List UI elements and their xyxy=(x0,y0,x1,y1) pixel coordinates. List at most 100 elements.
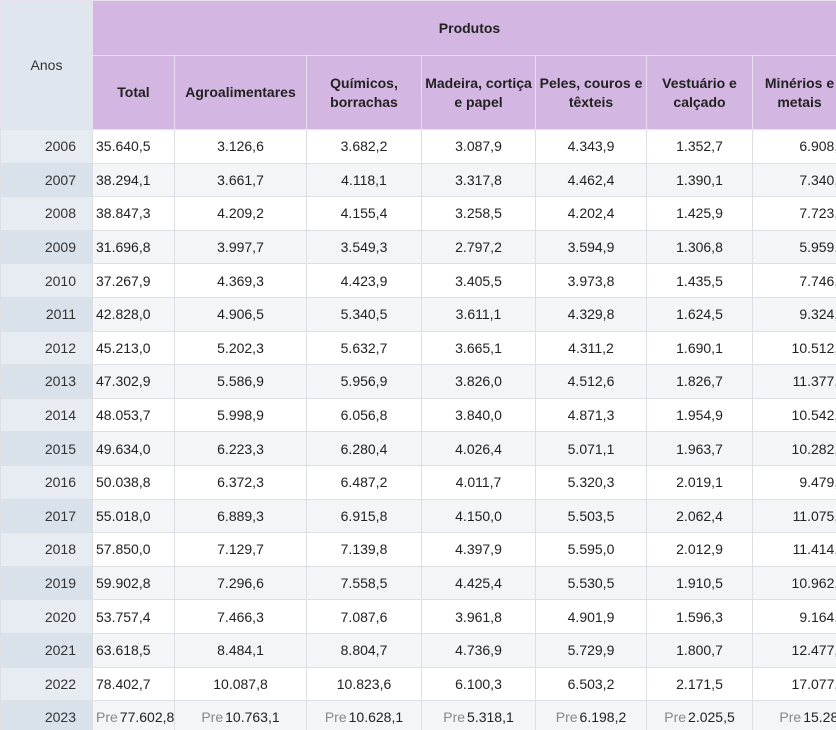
cell-value: 5.318,1 xyxy=(467,709,514,726)
table-row: 2015 49.634,0 6.223,3 6.280,4 4.026,4 5.071,1… xyxy=(0,431,836,466)
value-cell: 10.962,5 xyxy=(751,565,836,601)
value-cell: 2.062,4 xyxy=(646,498,753,534)
cell-value: 47.302,9 xyxy=(96,373,151,390)
value-cell: 8.484,1 xyxy=(174,632,307,668)
value-cell: 4.118,1 xyxy=(306,162,422,198)
value-cell: 5.320,3 xyxy=(535,464,647,500)
value-cell: 7.296,6 xyxy=(174,565,307,601)
value-cell: Pre 2.025,5 xyxy=(646,700,753,730)
value-cell: 53.757,4 xyxy=(92,599,175,634)
cell-value: 1.425,9 xyxy=(676,205,723,222)
provisional-flag: Pre xyxy=(443,709,466,726)
value-cell: 4.343,9 xyxy=(535,129,647,164)
value-cell: 35.640,5 xyxy=(92,129,175,164)
cell-value: 17.077,2 xyxy=(791,675,836,692)
cell-value: 3.126,6 xyxy=(217,138,264,155)
value-cell: 3.661,7 xyxy=(174,162,307,198)
value-cell: 3.973,8 xyxy=(535,263,647,298)
cell-value: 78.402,7 xyxy=(96,675,151,692)
provisional-flag: Pre xyxy=(201,709,224,726)
value-cell: 57.850,0 xyxy=(92,532,175,567)
table-row: 2023 Pre 77.602,8 Pre 10.763,1 Pre 10.628,1 Pre… xyxy=(0,700,836,730)
value-cell: 12.477,9 xyxy=(751,632,836,668)
value-cell: 4.512,6 xyxy=(535,364,647,399)
value-cell: 3.826,0 xyxy=(421,364,536,399)
cell-value: 4.343,9 xyxy=(567,138,615,155)
column-header: Total xyxy=(92,55,175,130)
value-cell: 59.902,8 xyxy=(92,565,175,601)
year-cell: 2008 xyxy=(0,196,93,231)
column-header: Químicos, borrachas xyxy=(306,55,422,130)
value-cell: 45.213,0 xyxy=(92,330,175,366)
cell-value: 5.998,9 xyxy=(217,407,264,424)
value-cell: 3.087,9 xyxy=(421,129,536,164)
value-cell: 5.959,4 xyxy=(751,229,836,265)
value-cell: 9.479,9 xyxy=(751,464,836,500)
cell-value: 11.414,3 xyxy=(792,541,836,558)
column-header: Agroalimentares xyxy=(174,55,307,130)
cell-value: 1.910,5 xyxy=(676,575,723,592)
cell-value: 3.317,8 xyxy=(455,171,502,188)
value-cell: Pre 10.628,1 xyxy=(306,700,422,730)
cell-value: 7.723,1 xyxy=(799,205,836,222)
value-cell: 5.530,5 xyxy=(535,565,647,601)
cell-value: 2.012,9 xyxy=(676,541,723,558)
cell-value: 6.908,0 xyxy=(799,138,836,155)
value-cell: 11.377,7 xyxy=(751,364,836,399)
cell-value: 1.390,1 xyxy=(676,171,723,188)
table-row: 2016 50.038,8 6.372,3 6.487,2 4.011,7 5.320,3… xyxy=(0,464,836,500)
cell-value: 77.602,8 xyxy=(119,709,175,726)
cell-value: 5.959,4 xyxy=(799,239,836,256)
cell-value: 1.690,1 xyxy=(676,339,723,356)
cell-value: 3.973,8 xyxy=(567,272,615,289)
value-cell: 4.150,0 xyxy=(421,498,536,534)
value-cell: 2.797,2 xyxy=(421,229,536,265)
table-row: 2007 38.294,1 3.661,7 4.118,1 3.317,8 4.462,4… xyxy=(0,162,836,198)
value-cell: 48.053,7 xyxy=(92,397,175,433)
cell-value: 4.202,4 xyxy=(567,205,615,222)
value-cell: 7.466,3 xyxy=(174,599,307,634)
value-cell: 7.129,7 xyxy=(174,532,307,567)
table-row: 2012 45.213,0 5.202,3 5.632,7 3.665,1 4.311,2… xyxy=(0,330,836,366)
cell-value: 7.746,7 xyxy=(799,272,836,289)
cell-value: 7.139,8 xyxy=(340,541,388,558)
cell-value: 3.405,5 xyxy=(455,272,502,289)
cell-value: 53.757,4 xyxy=(96,608,151,625)
cell-value: 10.763,1 xyxy=(225,709,280,726)
table-row: 2013 47.302,9 5.586,9 5.956,9 3.826,0 4.512,6… xyxy=(0,364,836,399)
cell-value: 12.477,9 xyxy=(791,642,836,659)
year-cell: 2007 xyxy=(0,162,93,198)
cell-value: 1.954,9 xyxy=(676,407,723,424)
year-cell: 2006 xyxy=(0,129,93,164)
cell-value: 6.280,4 xyxy=(340,440,388,457)
value-cell: 10.512,1 xyxy=(751,330,836,366)
cell-value: 8.484,1 xyxy=(217,642,264,659)
cell-value: 1.624,5 xyxy=(676,306,723,323)
value-cell: 7.340,4 xyxy=(751,162,836,198)
column-header: Vestuário e calçado xyxy=(646,55,753,130)
year-cell: 2019 xyxy=(0,565,93,601)
cell-value: 4.736,9 xyxy=(455,642,502,659)
cell-value: 5.530,5 xyxy=(567,575,615,592)
value-cell: 4.202,4 xyxy=(535,196,647,231)
provisional-flag: Pre xyxy=(96,709,118,726)
column-header: Madeira, cortiça e papel xyxy=(421,55,536,130)
cell-value: 4.369,3 xyxy=(217,272,264,289)
cell-value: 6.223,3 xyxy=(217,440,264,457)
cell-value: 4.150,0 xyxy=(455,507,502,524)
value-cell: 6.100,3 xyxy=(421,666,536,702)
cell-value: 6.100,3 xyxy=(455,675,502,692)
value-cell: 5.729,9 xyxy=(535,632,647,668)
cell-value: 4.901,9 xyxy=(567,608,615,625)
value-cell: 1.390,1 xyxy=(646,162,753,198)
cell-value: 4.423,9 xyxy=(340,272,388,289)
value-cell: 5.503,5 xyxy=(535,498,647,534)
cell-value: 4.425,4 xyxy=(455,575,502,592)
value-cell: 38.294,1 xyxy=(92,162,175,198)
value-cell: 3.126,6 xyxy=(174,129,307,164)
cell-value: 6.487,2 xyxy=(340,474,388,491)
value-cell: 78.402,7 xyxy=(92,666,175,702)
value-cell: 4.736,9 xyxy=(421,632,536,668)
